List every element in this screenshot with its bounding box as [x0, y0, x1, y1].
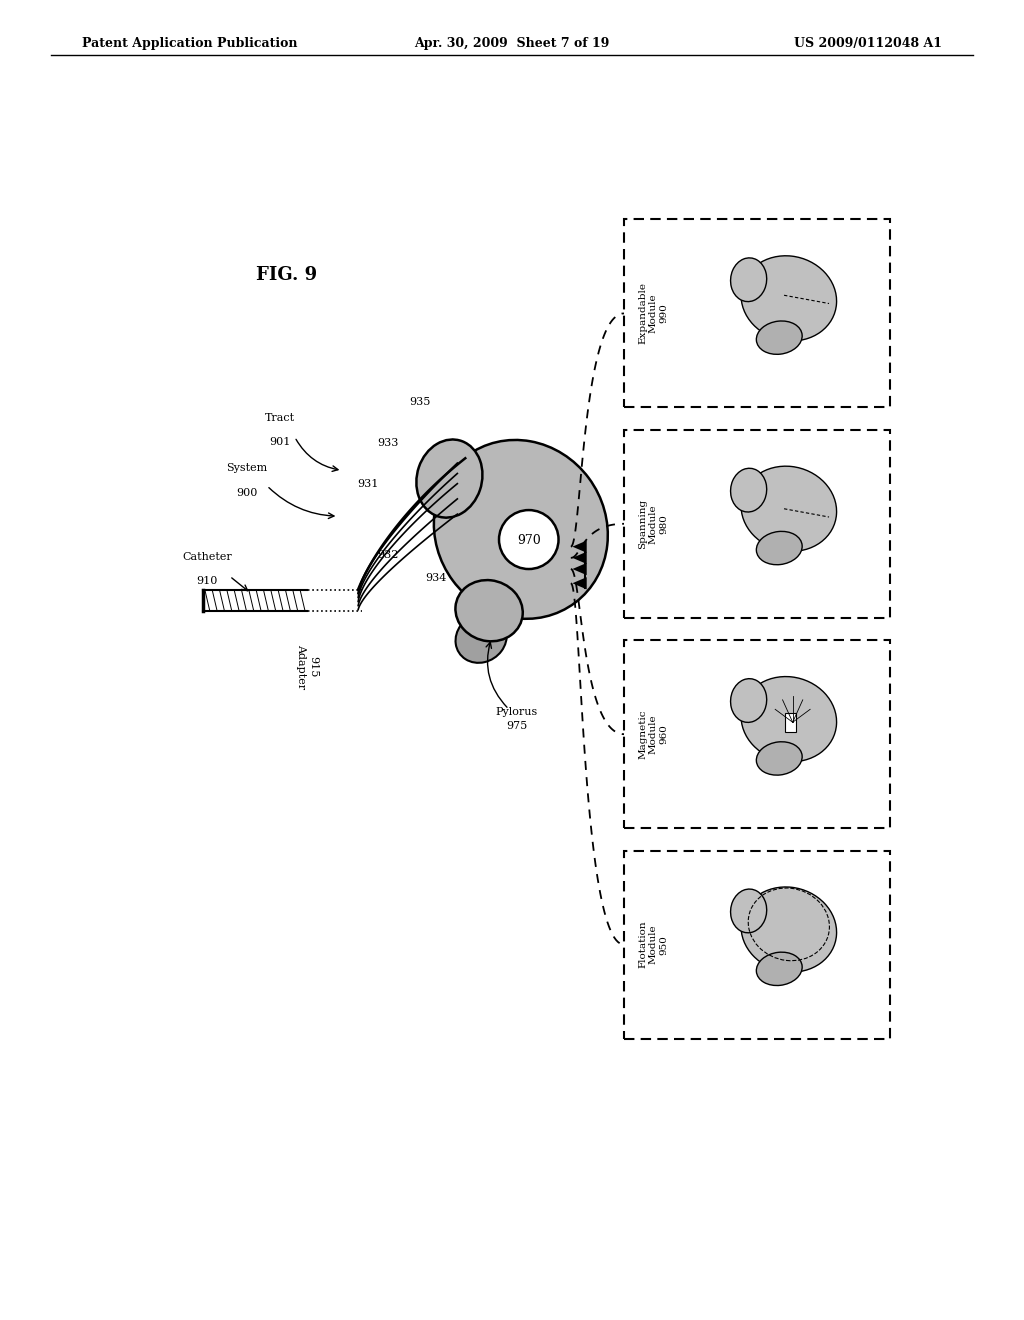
- Text: Patent Application Publication: Patent Application Publication: [82, 37, 297, 50]
- Ellipse shape: [757, 532, 802, 565]
- Polygon shape: [572, 541, 587, 553]
- Text: Apr. 30, 2009  Sheet 7 of 19: Apr. 30, 2009 Sheet 7 of 19: [415, 37, 609, 50]
- Bar: [624, 640, 890, 828]
- Ellipse shape: [741, 887, 837, 972]
- Ellipse shape: [741, 677, 837, 762]
- Text: Catheter: Catheter: [182, 552, 232, 562]
- Text: Tract: Tract: [265, 413, 296, 422]
- Bar: [624, 430, 890, 618]
- Ellipse shape: [499, 510, 558, 569]
- Polygon shape: [572, 577, 587, 589]
- Text: 933: 933: [378, 438, 399, 447]
- Ellipse shape: [741, 466, 837, 552]
- Text: Expandable
Module
990: Expandable Module 990: [638, 282, 668, 345]
- Text: FIG. 9: FIG. 9: [256, 267, 317, 284]
- Text: System: System: [226, 463, 267, 474]
- Bar: [624, 850, 890, 1039]
- Text: Flotation
Module
950: Flotation Module 950: [638, 921, 668, 969]
- Text: 970: 970: [517, 535, 541, 546]
- Text: 915: 915: [308, 656, 318, 677]
- Text: Magnetic
Module
960: Magnetic Module 960: [638, 709, 668, 759]
- Text: US 2009/0112048 A1: US 2009/0112048 A1: [794, 37, 942, 50]
- Ellipse shape: [741, 256, 837, 341]
- Polygon shape: [572, 552, 587, 564]
- Text: Pylorus: Pylorus: [496, 708, 538, 717]
- Text: 900: 900: [237, 487, 258, 498]
- Bar: [624, 219, 890, 408]
- Ellipse shape: [757, 742, 802, 775]
- Text: Spanning
Module
980: Spanning Module 980: [638, 499, 668, 549]
- Text: 931: 931: [357, 479, 378, 488]
- Ellipse shape: [757, 952, 802, 986]
- Text: 935: 935: [410, 397, 431, 408]
- Bar: [785, 713, 797, 731]
- Text: 932: 932: [378, 550, 399, 560]
- Text: Adapter: Adapter: [296, 644, 306, 689]
- Ellipse shape: [730, 678, 767, 722]
- Polygon shape: [572, 562, 587, 576]
- Ellipse shape: [730, 257, 767, 301]
- Text: 901: 901: [269, 437, 291, 447]
- Ellipse shape: [456, 579, 522, 642]
- Ellipse shape: [456, 614, 507, 663]
- Ellipse shape: [417, 440, 482, 517]
- Text: 934: 934: [425, 573, 446, 583]
- Ellipse shape: [730, 890, 767, 933]
- Text: 910: 910: [197, 576, 218, 586]
- Ellipse shape: [434, 440, 608, 619]
- Ellipse shape: [730, 469, 767, 512]
- Ellipse shape: [757, 321, 802, 354]
- Text: 975: 975: [506, 722, 527, 731]
